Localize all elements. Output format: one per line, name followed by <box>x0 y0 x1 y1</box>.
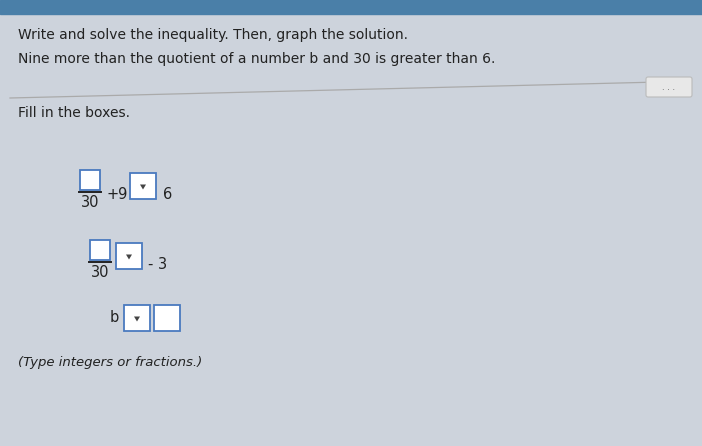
Text: 6: 6 <box>163 187 172 202</box>
Text: (Type integers or fractions.): (Type integers or fractions.) <box>18 356 202 369</box>
Polygon shape <box>134 317 140 322</box>
Text: 30: 30 <box>81 195 99 210</box>
Bar <box>130 173 156 199</box>
Text: Nine more than the quotient of a number b and 30 is greater than 6.: Nine more than the quotient of a number … <box>18 52 496 66</box>
FancyBboxPatch shape <box>646 77 692 97</box>
Text: 30: 30 <box>91 265 110 280</box>
Bar <box>0 0 702 14</box>
Polygon shape <box>126 255 132 260</box>
Text: b: b <box>110 310 119 325</box>
Text: +9: +9 <box>107 187 128 202</box>
Bar <box>154 305 180 331</box>
Text: . . .: . . . <box>663 83 675 91</box>
Bar <box>124 305 150 331</box>
Bar <box>80 170 100 190</box>
Bar <box>90 240 110 260</box>
Text: Fill in the boxes.: Fill in the boxes. <box>18 106 130 120</box>
Text: - 3: - 3 <box>148 257 167 272</box>
Text: Write and solve the inequality. Then, graph the solution.: Write and solve the inequality. Then, gr… <box>18 28 408 42</box>
Polygon shape <box>140 185 146 190</box>
Bar <box>116 243 142 269</box>
